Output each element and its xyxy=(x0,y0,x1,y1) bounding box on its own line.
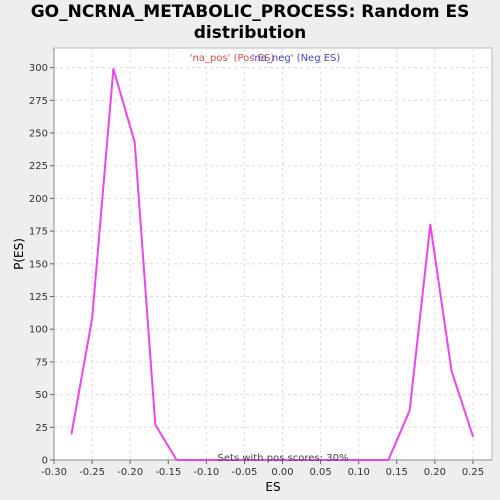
x-tick-label: 0.05 xyxy=(309,467,331,478)
x-tick-label: 0.00 xyxy=(271,467,293,478)
data-point xyxy=(451,370,453,372)
data-point xyxy=(134,141,136,143)
y-tick-label: 300 xyxy=(29,63,48,74)
x-tick-label: -0.05 xyxy=(231,467,257,478)
x-tick-label: -0.30 xyxy=(41,467,67,478)
x-tick-label: 0.20 xyxy=(424,467,446,478)
legend: 'na_pos' (Pos ES)'na_neg' (Neg ES) xyxy=(190,53,341,64)
annotation-text: Sets with pos scores: 30% xyxy=(218,453,349,464)
y-tick-label: 50 xyxy=(35,390,48,401)
x-tick-label: -0.25 xyxy=(79,467,105,478)
data-point xyxy=(91,318,93,320)
data-point xyxy=(113,68,115,70)
y-tick-label: 100 xyxy=(29,325,48,336)
legend-entry: 'na_neg' (Neg ES) xyxy=(252,53,341,64)
x-tick-label: -0.20 xyxy=(117,467,143,478)
x-tick-label: -0.15 xyxy=(155,467,181,478)
y-tick-label: 150 xyxy=(29,259,48,270)
data-point xyxy=(409,409,411,411)
y-tick-label: 125 xyxy=(29,292,48,303)
y-axis-label: P(ES) xyxy=(12,238,26,270)
data-point xyxy=(155,424,157,426)
y-tick-label: 275 xyxy=(29,96,48,107)
data-point xyxy=(366,459,368,461)
data-point xyxy=(472,436,474,438)
x-tick-label: -0.10 xyxy=(193,467,219,478)
x-tick-label: 0.25 xyxy=(462,467,484,478)
x-axis-label: ES xyxy=(265,480,280,494)
y-tick-label: 175 xyxy=(29,227,48,238)
x-tick-label: 0.15 xyxy=(386,467,408,478)
data-point xyxy=(388,459,390,461)
y-tick-label: 200 xyxy=(29,194,48,205)
data-point xyxy=(429,224,431,226)
x-tick-label: 0.10 xyxy=(348,467,370,478)
data-point xyxy=(197,459,199,461)
y-tick-label: 225 xyxy=(29,161,48,172)
data-point xyxy=(176,459,178,461)
y-tick-label: 0 xyxy=(42,456,48,467)
y-tick-label: 250 xyxy=(29,129,48,140)
y-tick-label: 25 xyxy=(35,423,48,434)
data-point xyxy=(71,433,73,435)
y-tick-label: 75 xyxy=(35,357,48,368)
